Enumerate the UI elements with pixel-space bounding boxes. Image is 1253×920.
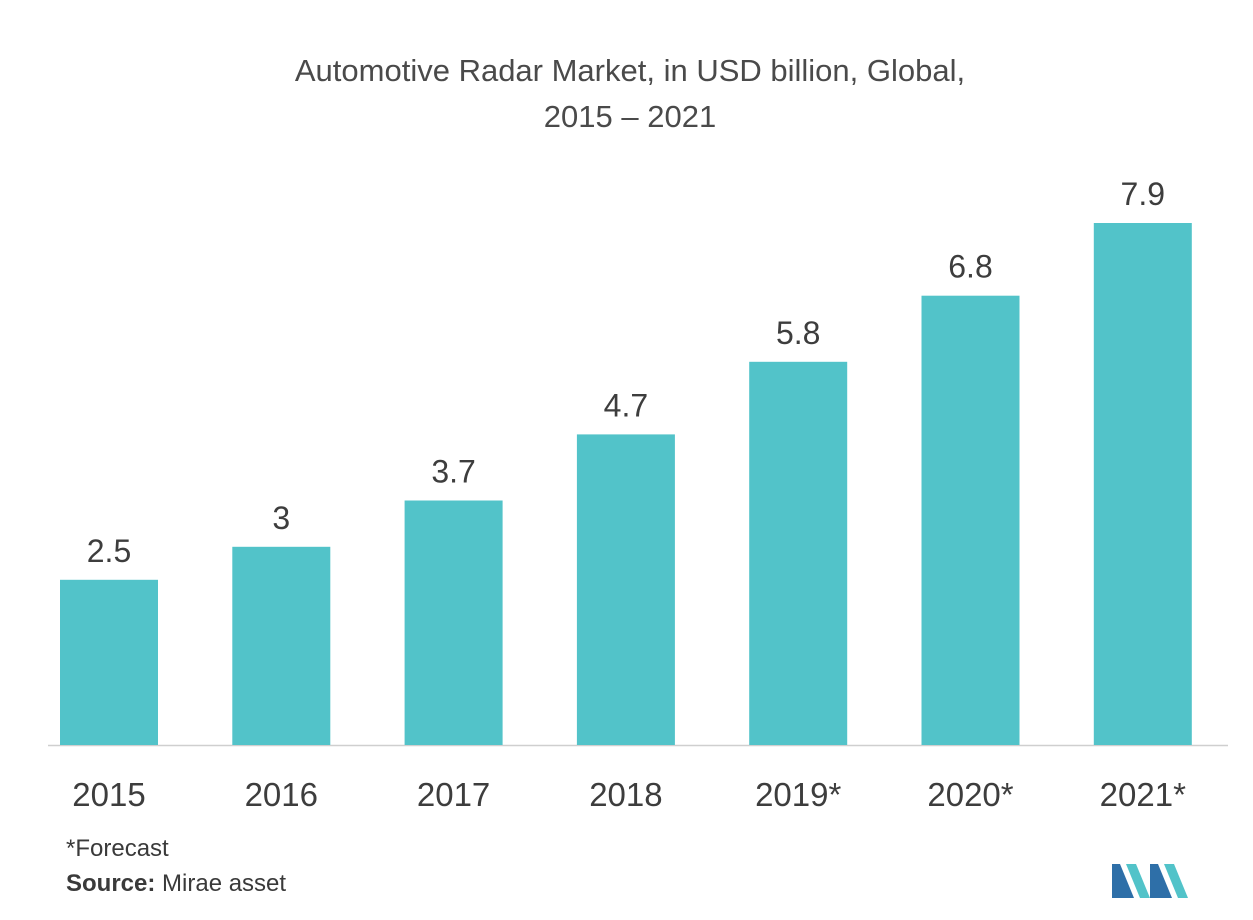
- data-label: 2.5: [87, 533, 131, 569]
- bar-2019-forecast: [749, 361, 848, 745]
- bar-2016: [232, 546, 331, 745]
- data-label: 6.8: [948, 249, 992, 285]
- chart-title-line-1: Automotive Radar Market, in USD billion,…: [294, 53, 966, 88]
- logo-mid-left-shape: [1126, 864, 1150, 898]
- x-tick-label: 2015: [72, 776, 145, 813]
- chart-title: Automotive Radar Market, in USD billion,…: [0, 48, 1253, 140]
- source-value: Mirae asset: [155, 870, 287, 897]
- brand-logo-icon: [1112, 864, 1188, 898]
- x-tick-label: 2017: [417, 776, 490, 813]
- bar-2021-forecast: [1093, 223, 1192, 745]
- x-tick-label: 2018: [589, 776, 662, 813]
- data-label: 7.9: [1121, 176, 1165, 212]
- source-note: Source: Mirae asset: [66, 870, 286, 898]
- x-tick-label: 2021*: [1100, 776, 1186, 813]
- forecast-note: *Forecast: [66, 835, 169, 862]
- logo-left-shape: [1112, 864, 1134, 898]
- data-label: 3: [272, 500, 290, 536]
- bar-chart: 2.5 2015 3 2016 3.7 2017 4.7 2018 5.8 2019* 6.8 202…: [48, 176, 1228, 813]
- bar-2018: [576, 434, 675, 745]
- bar-2015: [60, 579, 158, 745]
- bar-2017: [404, 500, 503, 745]
- x-tick-label: 2019*: [755, 776, 841, 813]
- data-label: 3.7: [431, 454, 475, 490]
- logo-right-shape: [1164, 864, 1188, 898]
- x-tick-label: 2016: [245, 776, 318, 813]
- data-label: 4.7: [604, 387, 648, 423]
- bar-2020-forecast: [921, 295, 1020, 745]
- source-label: Source:: [66, 870, 156, 897]
- x-tick-label: 2020*: [927, 776, 1013, 813]
- chart-title-line-2: 2015 – 2021: [543, 99, 717, 134]
- logo-mid-right-shape: [1150, 864, 1172, 898]
- data-label: 5.8: [776, 315, 820, 351]
